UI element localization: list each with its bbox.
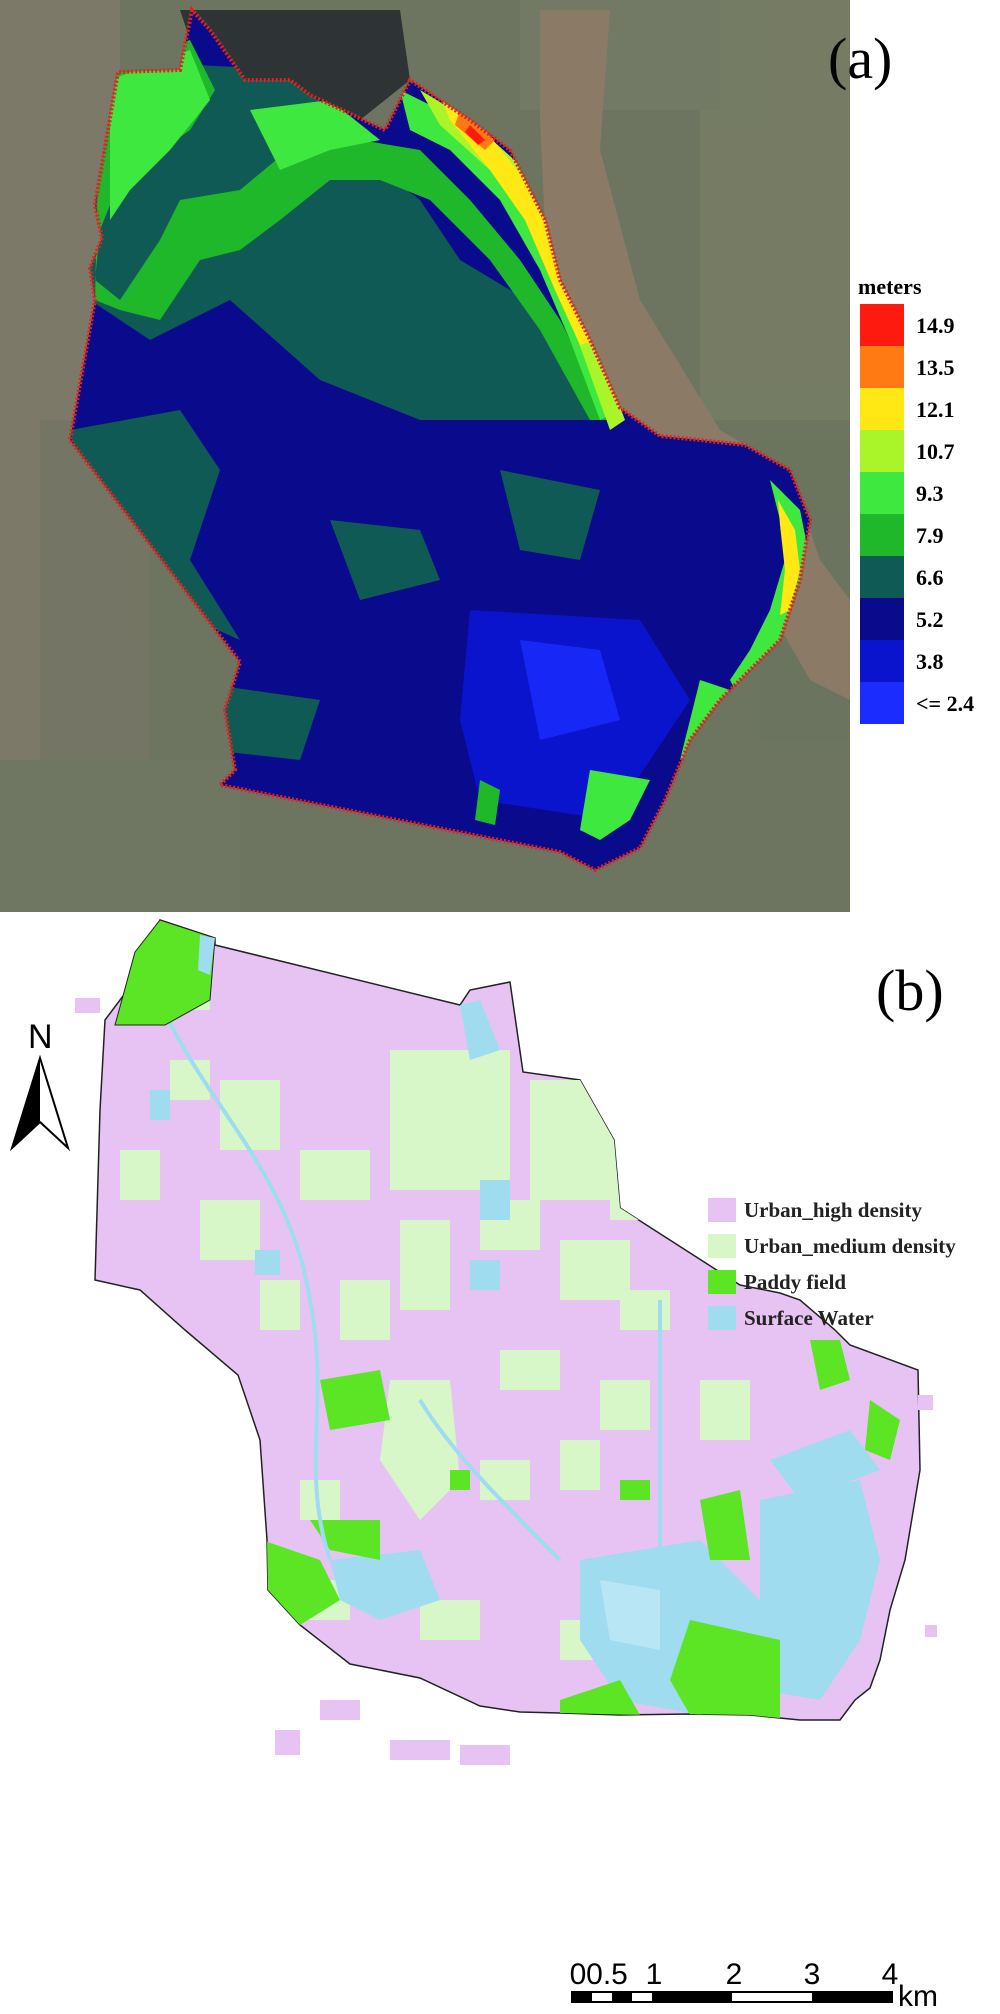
depth-legend-label: 12.1 [916, 397, 955, 422]
panel-a-label: (a) [828, 26, 892, 91]
land-use-map [75, 919, 937, 1765]
land-use-legend-label: Urban_medium density [744, 1234, 956, 1258]
depth-legend-swatch [860, 682, 904, 724]
outlying-fragments [75, 998, 937, 1765]
north-arrow: N [9, 1018, 71, 1152]
land-use-legend: Urban_high density Urban_medium density Pa… [708, 1198, 956, 1330]
depth-legend-label: 13.5 [916, 355, 955, 380]
scale-bar-tick-label: 0 [570, 1958, 587, 1991]
depth-legend-swatch [860, 388, 904, 430]
depth-legend-swatch [860, 430, 904, 472]
land-use-legend-label: Urban_high density [744, 1198, 922, 1222]
depth-legend-swatch [860, 346, 904, 388]
paddy-field-zones [262, 1340, 900, 1720]
depth-legend-label: 14.9 [916, 313, 955, 338]
depth-legend-swatch [860, 640, 904, 682]
panel-b-label: (b) [876, 958, 944, 1023]
water-northwest [198, 935, 215, 975]
paddy-field-northwest [114, 919, 216, 1026]
land-use-legend-label: Surface Water [744, 1306, 874, 1330]
depth-legend-label: 7.9 [916, 523, 944, 548]
depth-legend-swatch [860, 514, 904, 556]
study-area-boundary-a [67, 5, 813, 873]
panel-b: N Urban_high density Urban_medium density… [9, 919, 956, 2013]
land-use-legend-swatch [708, 1270, 736, 1294]
depth-legend-label: 3.8 [916, 649, 944, 674]
land-use-legend-swatch [708, 1234, 736, 1258]
land-use-legend-label: Paddy field [744, 1270, 846, 1294]
scale-bar-tick-label: 4 [882, 1958, 899, 1991]
depth-legend-classes: 14.9 13.5 12.1 10.7 9.3 7.9 6.6 5.2 3.8 <= 2.4 [860, 304, 974, 724]
depth-legend-label: 6.6 [916, 565, 944, 590]
urban-medium-density-zones [120, 960, 750, 1660]
depth-legend-label: 10.7 [916, 439, 955, 464]
scale-bar-ticks: 0 0.5 1 2 3 4 [570, 1958, 899, 1991]
land-use-legend-swatch [708, 1198, 736, 1222]
depth-legend: meters 14.9 13.5 12.1 10.7 9.3 7.9 6.6 5.2 3.8 <=… [858, 0, 1000, 912]
scale-bar-tick-label: 2 [726, 1958, 743, 1991]
depth-legend-swatch [860, 472, 904, 514]
depth-legend-swatch [860, 556, 904, 598]
land-use-legend-swatch [708, 1306, 736, 1330]
canal-network [158, 999, 662, 1562]
scale-bar: 0 0.5 1 2 3 4 km [570, 1958, 938, 2013]
depth-legend-title: meters [858, 274, 922, 299]
depth-legend-swatch [860, 304, 904, 346]
north-arrow-label: N [28, 1018, 53, 1056]
scale-bar-unit: km [898, 1980, 938, 2013]
scale-bar-tick-label: 3 [804, 1958, 821, 1991]
scale-bar-tick-label: 0.5 [586, 1958, 628, 1991]
panel-a: meters 14.9 13.5 12.1 10.7 9.3 7.9 6.6 5.2 3.8 <=… [0, 0, 1000, 912]
depth-legend-label: <= 2.4 [916, 691, 974, 716]
depth-legend-swatch [860, 598, 904, 640]
scale-bar-tick-label: 1 [646, 1958, 663, 1991]
depth-legend-label: 9.3 [916, 481, 944, 506]
depth-legend-label: 5.2 [916, 607, 944, 632]
